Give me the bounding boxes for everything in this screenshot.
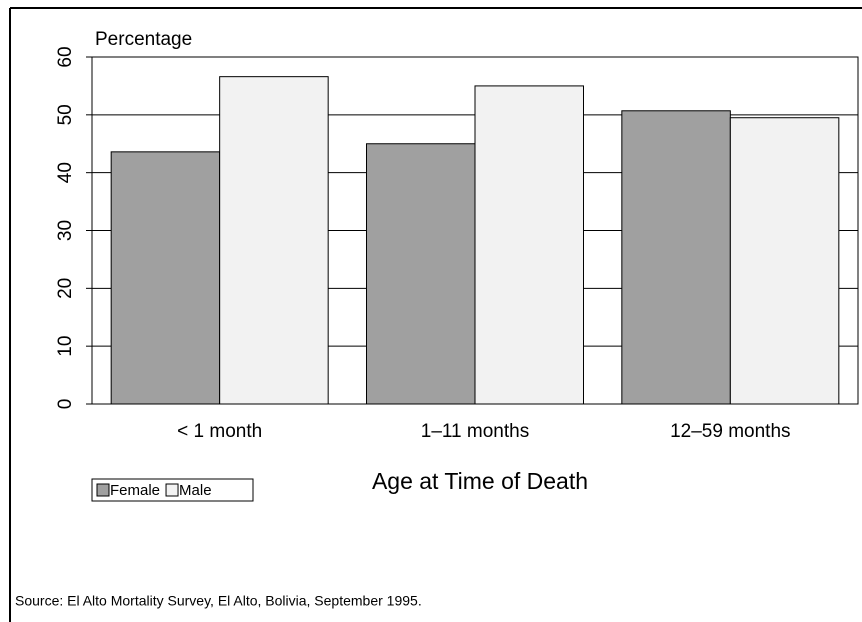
bar	[366, 143, 476, 405]
y-tick-label: 20	[55, 278, 76, 299]
bar	[219, 76, 329, 405]
x-tick-label: 1–11 months	[421, 421, 529, 442]
x-tick-label: 12–59 months	[670, 421, 790, 442]
y-tick-label: 40	[55, 162, 76, 183]
y-tick-label: 30	[55, 220, 76, 241]
y-tick-label: 0	[55, 399, 76, 410]
legend-swatch	[165, 483, 179, 497]
y-tick-label: 60	[55, 46, 76, 67]
x-axis-label: Age at Time of Death	[372, 468, 588, 494]
source-note: Source: El Alto Mortality Survey, El Alt…	[15, 593, 422, 609]
legend-swatch	[96, 483, 110, 497]
y-tick-label: 50	[55, 104, 76, 125]
x-tick-label: < 1 month	[177, 421, 262, 442]
bar	[110, 151, 221, 405]
bar	[621, 110, 731, 405]
bar	[729, 117, 840, 405]
legend-label: Male	[179, 482, 212, 499]
y-tick-label: 10	[55, 336, 76, 357]
plot-border	[91, 56, 859, 405]
legend-label: Female	[110, 482, 160, 499]
bar	[474, 85, 584, 405]
y-axis-label: Percentage	[95, 29, 192, 50]
